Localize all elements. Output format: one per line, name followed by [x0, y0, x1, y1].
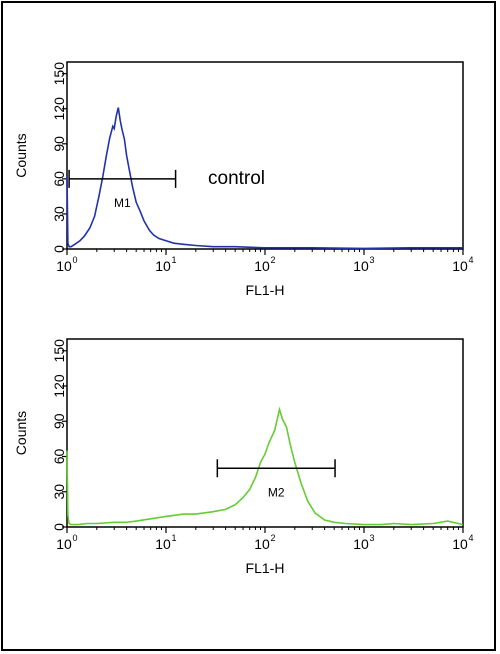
x-tick-label-exp: 1 — [171, 533, 176, 543]
marker-label: M2 — [268, 485, 285, 499]
y-tick-label: 150 — [51, 339, 67, 363]
x-tick-label-exp: 3 — [369, 533, 374, 543]
x-tick-label-exp: 4 — [468, 533, 473, 543]
x-tick-label-base: 10 — [452, 536, 468, 552]
y-tick-label: 0 — [51, 245, 67, 253]
marker-label: M1 — [114, 196, 131, 210]
x-tick-label-exp: 2 — [270, 255, 275, 265]
x-tick-label-base: 10 — [254, 258, 270, 274]
control-annotation: control — [208, 168, 265, 189]
y-tick-label: 90 — [51, 413, 67, 429]
plot-area-sample — [66, 338, 464, 528]
y-tick-label: 90 — [51, 136, 67, 152]
y-tick-label: 30 — [51, 206, 67, 222]
x-axis-control: 10 0 10 1 10 2 10 3 10 4 — [56, 249, 474, 274]
y-tick-label: 30 — [51, 484, 67, 500]
y-axis-label-control: Counts — [13, 133, 29, 177]
marker-m2: M2 — [216, 459, 336, 499]
y-tick-label: 150 — [51, 62, 67, 86]
x-axis-label-sample: FL1-H — [246, 560, 285, 576]
x-axis-sample: 10 0 10 1 10 2 10 3 10 4 — [56, 527, 474, 552]
x-tick-label-exp: 3 — [369, 255, 374, 265]
y-tick-label: 0 — [51, 523, 67, 531]
y-axis-label-sample: Counts — [13, 411, 29, 455]
control-series-line — [66, 107, 463, 250]
x-tick-label-exp: 4 — [468, 255, 473, 265]
x-tick-label-base: 10 — [353, 258, 369, 274]
marker-m1: M1 — [68, 169, 177, 210]
sample-series-line — [66, 406, 464, 526]
x-tick-label-base: 10 — [254, 536, 270, 552]
x-tick-label-exp: 2 — [270, 533, 275, 543]
x-tick-label-base: 10 — [56, 258, 72, 274]
x-tick-label-base: 10 — [56, 536, 72, 552]
x-tick-label-exp: 1 — [171, 255, 176, 265]
x-tick-label-base: 10 — [353, 536, 369, 552]
y-tick-label: 120 — [51, 374, 67, 398]
x-tick-label-base: 10 — [452, 258, 468, 274]
y-axis-control: 0 30 60 90 120 150 — [51, 62, 67, 253]
y-tick-label: 120 — [51, 97, 67, 121]
x-tick-label-exp: 0 — [72, 533, 77, 543]
x-tick-label-exp: 0 — [72, 255, 77, 265]
y-tick-label: 60 — [51, 171, 67, 187]
y-tick-label: 60 — [51, 449, 67, 465]
x-axis-label-control: FL1-H — [246, 282, 285, 298]
x-tick-label-base: 10 — [155, 258, 171, 274]
x-tick-label-base: 10 — [155, 536, 171, 552]
y-axis-sample: 0 30 60 90 120 150 — [51, 339, 67, 531]
